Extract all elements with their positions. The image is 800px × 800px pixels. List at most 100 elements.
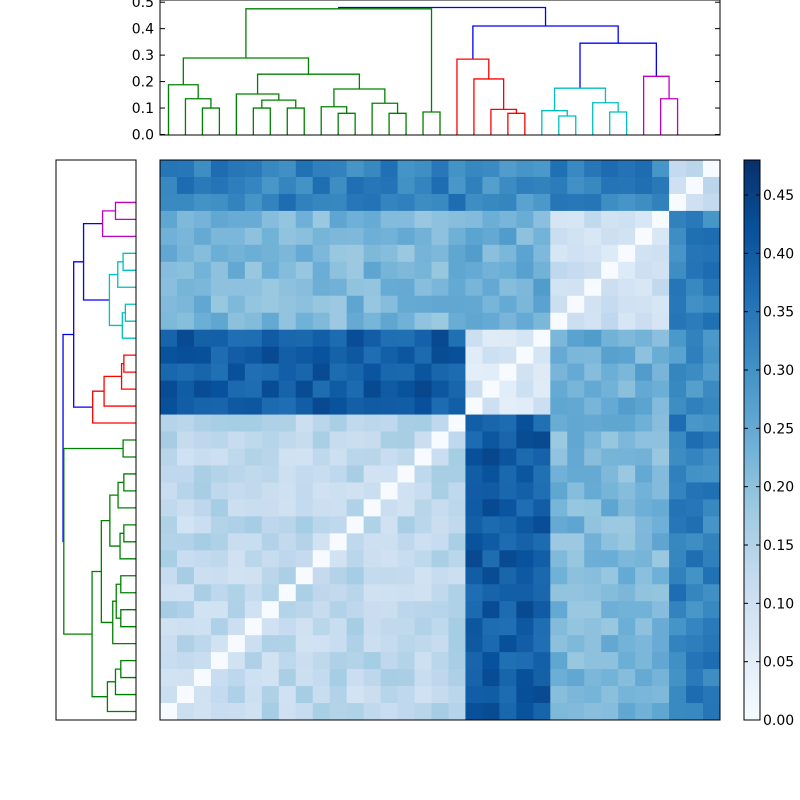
heatmap-cell: [193, 465, 212, 483]
heatmap-cell: [635, 601, 653, 619]
heatmap-cell: [516, 380, 534, 398]
heatmap-cell: [550, 703, 568, 721]
heatmap-cell: [584, 601, 602, 619]
dendrogram-link: [82, 222, 110, 301]
heatmap-cell: [261, 160, 280, 178]
heatmap-cell: [414, 176, 432, 195]
heatmap-cell: [414, 465, 432, 483]
heatmap-cell: [363, 703, 382, 721]
heatmap-cell: [601, 295, 619, 314]
heatmap-cell: [516, 210, 534, 229]
heatmap-cell: [652, 346, 670, 365]
heatmap-cell: [244, 516, 263, 534]
heatmap-cell: [482, 550, 500, 568]
heatmap-cell: [397, 431, 415, 449]
heatmap-cell: [584, 312, 602, 331]
heatmap-cell: [465, 176, 483, 195]
dendrogram-link: [371, 102, 399, 135]
heatmap-cell: [533, 618, 551, 636]
heatmap-cell: [227, 635, 246, 653]
heatmap-cell: [261, 465, 280, 483]
heatmap-cell: [618, 176, 636, 195]
heatmap-cell: [397, 703, 415, 721]
dendrogram-link: [122, 252, 136, 271]
heatmap-cell: [414, 618, 432, 636]
heatmap-cell: [601, 160, 619, 178]
heatmap-cell: [465, 686, 483, 704]
heatmap-cell: [295, 431, 314, 449]
heatmap-cell: [397, 312, 415, 331]
heatmap-cell: [431, 176, 449, 195]
heatmap-cell: [380, 686, 398, 704]
heatmap-cell: [652, 567, 670, 585]
heatmap-cell: [601, 193, 619, 212]
heatmap-cell: [703, 261, 721, 280]
heatmap-cell: [482, 193, 500, 212]
heatmap-cell: [346, 397, 365, 415]
dendrogram-link: [256, 73, 361, 95]
heatmap-cell: [227, 652, 246, 670]
heatmap-cell: [533, 160, 551, 178]
heatmap-cell: [618, 329, 636, 348]
heatmap-cell: [278, 465, 297, 483]
heatmap-cell: [397, 448, 415, 466]
heatmap-cell: [414, 635, 432, 653]
heatmap-cell: [669, 210, 687, 229]
heatmap-cell: [193, 431, 212, 449]
heatmap-cell: [397, 346, 415, 365]
heatmap-cell: [210, 669, 229, 687]
heatmap-cell: [550, 414, 568, 432]
heatmap-cell: [601, 550, 619, 568]
heatmap-cell: [244, 431, 263, 449]
heatmap-cell: [227, 193, 246, 212]
heatmap-cell: [329, 312, 348, 331]
heatmap-cell: [669, 261, 687, 280]
top-dendrogram-frame: [159, 0, 721, 136]
heatmap-cell: [261, 686, 280, 704]
heatmap-cell: [431, 193, 449, 212]
dendrogram-link: [553, 87, 607, 111]
heatmap-cell: [244, 295, 263, 314]
heatmap-cell: [329, 584, 348, 602]
heatmap-cell: [346, 227, 365, 246]
heatmap-cell: [431, 601, 449, 619]
heatmap-cell: [329, 329, 348, 348]
heatmap-cell: [346, 210, 365, 229]
heatmap-cell: [278, 160, 297, 178]
heatmap-cell: [176, 686, 195, 704]
heatmap-cell: [652, 482, 670, 500]
heatmap-cell: [210, 584, 229, 602]
heatmap-cell: [499, 618, 517, 636]
heatmap-cell: [601, 635, 619, 653]
heatmap-cell: [278, 482, 297, 500]
heatmap-cell: [516, 244, 534, 263]
heatmap-cell: [635, 533, 653, 551]
heatmap-cell: [686, 703, 704, 721]
dendrogram-link: [108, 273, 123, 327]
heatmap-cell: [346, 686, 365, 704]
heatmap-cell: [176, 193, 195, 212]
heatmap-cell: [176, 176, 195, 195]
heatmap-cell: [465, 584, 483, 602]
heatmap-cell: [465, 516, 483, 534]
heatmap-cell: [244, 244, 263, 263]
heatmap-cell: [295, 363, 314, 382]
heatmap-cell: [448, 261, 466, 280]
dendrogram-link: [245, 8, 433, 113]
heatmap-cell: [414, 329, 432, 348]
heatmap-cell: [278, 431, 297, 449]
heatmap-cell: [584, 397, 602, 415]
heatmap-cell: [516, 601, 534, 619]
heatmap-cell: [550, 669, 568, 687]
heatmap-cell: [550, 176, 568, 195]
heatmap-cell: [686, 414, 704, 432]
heatmap-cell: [465, 329, 483, 348]
heatmap-cell: [516, 414, 534, 432]
heatmap-cell: [584, 431, 602, 449]
heatmap-cell: [448, 227, 466, 246]
heatmap-cell: [397, 516, 415, 534]
heatmap-cell: [686, 567, 704, 585]
heatmap-cell: [652, 618, 670, 636]
heatmap-cell: [567, 295, 585, 314]
heatmap-cell: [261, 550, 280, 568]
